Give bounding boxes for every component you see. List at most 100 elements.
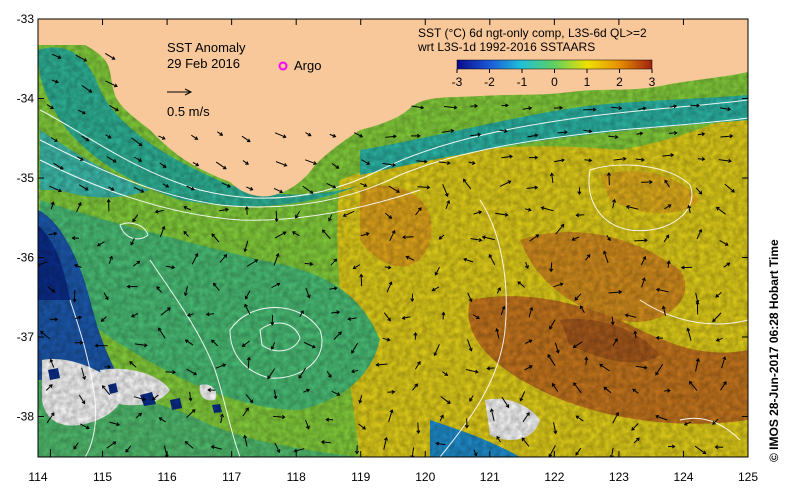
current-arrow [482,236,495,241]
current-arrow [720,107,731,110]
current-arrow [384,266,391,269]
arrow-head-icon [473,452,478,457]
arrow-head-icon [96,242,101,247]
current-arrow [656,288,669,293]
current-arrow [526,186,538,189]
arrow-head-icon [49,358,54,363]
arrow-head-icon [698,228,703,233]
arrow-head-icon [478,238,483,243]
arrow-head-icon [551,382,556,387]
current-arrow [103,292,109,300]
arrow-head-icon [112,441,117,445]
arrow-head-icon [158,327,162,332]
current-arrow [580,305,585,314]
arrow-head-icon [431,287,436,292]
arrow-head-icon [83,58,88,62]
arrow-head-icon [503,128,508,133]
argo-marker: Argo [278,58,321,73]
current-arrow [155,209,164,213]
arrow-head-icon [444,372,449,376]
current-arrow [47,286,55,293]
current-arrow [244,435,248,447]
arrow-head-icon [195,162,200,167]
arrow-head-icon [666,260,671,265]
current-arrow [330,258,337,266]
current-arrow [721,356,726,369]
current-arrow [472,314,480,319]
current-arrow [467,339,472,351]
current-arrow [102,385,111,396]
current-arrow [326,371,332,378]
arrow-head-icon [618,106,623,111]
arrow-head-icon [540,206,545,211]
scale-label: 0.5 m/s [167,104,210,119]
arrow-head-icon [281,415,286,420]
current-arrow [612,412,619,424]
lon-tick-label: 125 [738,470,758,484]
current-arrow [612,199,616,209]
current-arrow [186,368,197,376]
current-arrow [667,261,670,268]
credit-text: © IMOS 28-Jun-2017 06:28 Hobart Time [767,239,781,462]
arrow-head-icon [504,212,509,217]
arrow-head-icon [534,155,539,160]
current-arrow [215,161,227,170]
sst-field [38,19,748,457]
current-arrow [553,283,563,288]
arrow-head-icon [683,422,688,426]
current-arrow [247,357,250,369]
current-arrow [305,159,317,165]
current-arrow [267,368,276,379]
arrow-head-icon [642,106,647,111]
lat-tick-label: -35 [17,171,35,185]
current-arrow [322,229,331,240]
current-arrow [724,183,735,193]
colorbar-tick-label: -1 [517,75,528,89]
arrow-head-icon [655,335,660,340]
current-arrow [298,367,307,379]
current-arrow [189,391,192,401]
map-date: 29 Feb 2016 [167,56,240,71]
current-arrow [383,312,391,321]
arrow-head-icon [724,242,729,246]
arrow-head-icon [655,414,660,419]
current-arrow [490,408,495,422]
current-arrow [572,236,580,241]
current-arrow [358,423,366,430]
current-arrow [348,317,357,320]
arrow-head-icon [641,277,646,282]
arrow-head-icon [50,201,55,206]
current-arrow [584,159,592,161]
arrow-head-icon [333,286,338,291]
arrow-head-icon [575,415,580,420]
current-arrow [160,307,171,316]
arrow-head-icon [190,186,195,191]
arrow-head-icon [416,430,421,435]
lat-tick-label: -33 [17,12,35,26]
arrow-head-icon [687,204,692,209]
arrow-head-icon [438,235,443,240]
current-arrow [385,135,396,138]
current-arrow [274,231,286,239]
current-arrow [664,180,670,188]
arrow-head-icon [245,161,249,165]
current-arrow [109,421,120,426]
arrow-head-icon [211,339,215,344]
argo-icon [278,61,288,71]
current-arrow [638,107,646,110]
arrow-head-icon [414,383,418,388]
current-arrow [694,445,706,455]
current-arrow [613,158,626,161]
current-arrow [152,394,159,401]
current-arrow [470,238,482,241]
arrow-head-icon [640,157,645,162]
current-arrow [695,358,699,372]
arrow-head-icon [671,444,676,449]
arrow-head-icon [54,317,59,322]
current-arrow [720,381,727,391]
arrow-head-icon [54,79,59,84]
arrow-head-icon [391,229,396,234]
current-arrow [554,159,565,163]
current-arrow [382,337,390,341]
current-arrow [129,361,137,368]
